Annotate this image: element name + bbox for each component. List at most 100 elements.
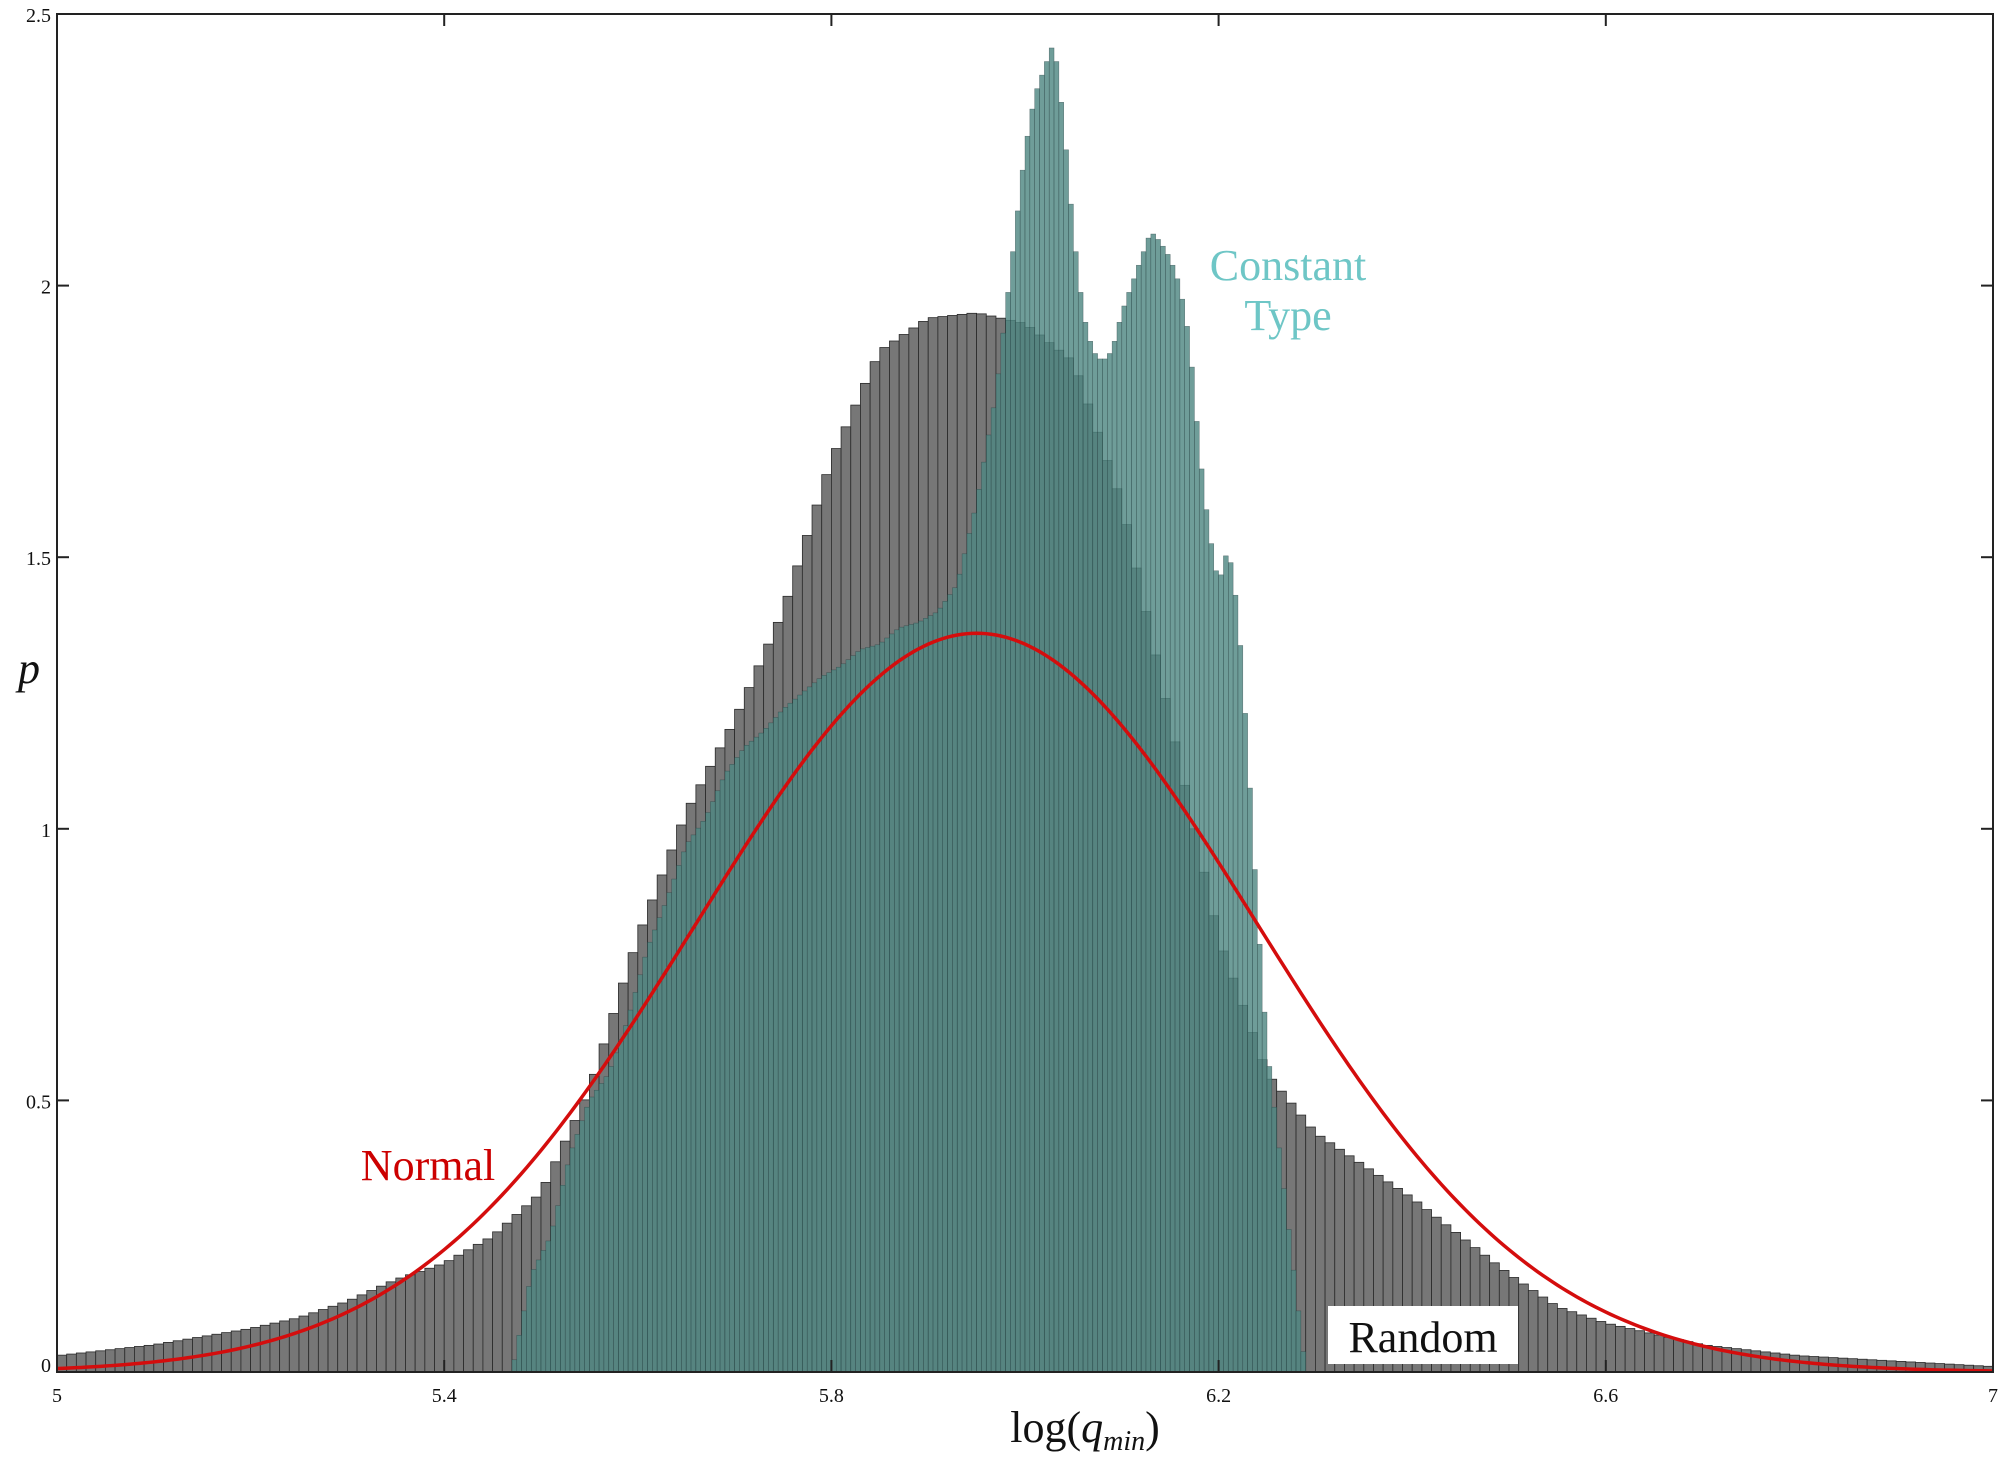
constant-type-bar xyxy=(1208,543,1215,1373)
constant-type-bar xyxy=(927,615,934,1373)
constant-type-bar xyxy=(850,655,856,1373)
random-bar xyxy=(1634,1330,1645,1373)
constant-type-bar xyxy=(569,1147,576,1373)
constant-type-bar xyxy=(1189,366,1195,1373)
constant-type-bar xyxy=(714,790,721,1373)
constant-type-bar xyxy=(889,633,895,1373)
constant-type-bar xyxy=(627,1009,634,1373)
random-bar xyxy=(385,1281,397,1373)
constant-type-bars xyxy=(511,47,1306,1373)
constant-type-bar xyxy=(1169,264,1176,1373)
constant-type-bar xyxy=(845,659,852,1373)
x-tick-label: 6.6 xyxy=(1593,1385,1618,1407)
constant-type-bar xyxy=(932,612,939,1373)
constant-type-bar xyxy=(1121,305,1127,1373)
constant-type-bar xyxy=(719,779,726,1373)
y-tick-label: 1 xyxy=(41,820,51,842)
x-tick-label: 5 xyxy=(52,1385,62,1407)
constant-type-bar xyxy=(768,722,774,1373)
constant-type-annotation-line1: Constant xyxy=(1210,241,1366,290)
constant-type-bar xyxy=(695,827,701,1373)
random-annotation-background xyxy=(1328,1306,1518,1364)
constant-type-bar xyxy=(782,707,789,1373)
constant-type-bar xyxy=(705,812,711,1373)
constant-type-bar xyxy=(550,1225,556,1373)
y-tick-label: 0 xyxy=(41,1355,51,1377)
constant-type-bar xyxy=(763,728,769,1373)
random-bar xyxy=(1886,1360,1897,1373)
constant-type-bar xyxy=(545,1240,551,1373)
random-bar xyxy=(1305,1126,1316,1373)
random-bar xyxy=(472,1243,484,1373)
constant-type-bar xyxy=(976,489,982,1373)
constant-type-bar xyxy=(990,407,997,1373)
constant-type-bar xyxy=(1228,562,1234,1373)
constant-type-bar xyxy=(942,601,948,1373)
random-bar xyxy=(1595,1321,1607,1373)
x-tick-label: 5.4 xyxy=(432,1385,457,1407)
random-bar xyxy=(163,1342,174,1373)
constant-type-bar xyxy=(1257,943,1263,1373)
constant-type-bar xyxy=(690,834,697,1373)
random-bar xyxy=(395,1277,406,1373)
constant-type-bar xyxy=(1053,61,1060,1373)
constant-type-bar xyxy=(1015,210,1021,1373)
constant-type-bar xyxy=(1024,135,1031,1373)
random-bar xyxy=(1527,1290,1539,1373)
constant-type-bar xyxy=(574,1134,580,1373)
constant-type-bar xyxy=(734,757,740,1373)
constant-type-bar xyxy=(521,1310,527,1373)
constant-type-bar xyxy=(802,690,808,1373)
random-bar xyxy=(240,1328,251,1373)
constant-type-bar xyxy=(874,644,881,1373)
x-axis-label-prefix: log( xyxy=(1010,1403,1081,1452)
constant-type-bar xyxy=(613,1052,619,1373)
constant-type-bar xyxy=(1203,509,1210,1373)
constant-type-bar xyxy=(1140,251,1147,1373)
y-axis-label: p xyxy=(15,644,40,693)
random-bar xyxy=(1547,1303,1558,1373)
random-bar xyxy=(1663,1336,1674,1373)
random-bar xyxy=(1615,1325,1626,1373)
constant-type-bar xyxy=(913,622,919,1373)
random-bar xyxy=(1315,1135,1326,1373)
constant-type-bar xyxy=(1087,341,1094,1373)
random-bar xyxy=(124,1347,135,1373)
constant-type-bar xyxy=(608,1066,614,1373)
constant-type-bar xyxy=(603,1076,610,1373)
constant-type-bar xyxy=(535,1259,542,1373)
constant-type-bar xyxy=(1276,1147,1282,1373)
constant-type-bar xyxy=(1213,570,1219,1373)
random-bar xyxy=(1789,1354,1800,1373)
constant-type-bar xyxy=(1155,239,1161,1373)
random-bar xyxy=(172,1340,184,1373)
random-bar xyxy=(1537,1296,1549,1373)
normal-curve xyxy=(56,631,1994,1373)
constant-type-bar xyxy=(831,669,837,1373)
constant-type-bar xyxy=(1131,278,1137,1373)
random-bar xyxy=(308,1312,319,1373)
constant-type-bar xyxy=(1048,47,1055,1373)
constant-type-bar xyxy=(937,607,943,1373)
random-bar xyxy=(85,1351,97,1373)
random-bar xyxy=(453,1254,464,1373)
constant-type-bar xyxy=(618,1039,624,1373)
random-bar xyxy=(1750,1350,1762,1373)
constant-type-bar xyxy=(908,624,914,1373)
random-bar xyxy=(143,1344,155,1373)
constant-type-bar xyxy=(1005,292,1011,1373)
constant-type-bar xyxy=(903,625,910,1373)
random-bar xyxy=(1779,1353,1791,1373)
constant-type-bar xyxy=(952,587,958,1373)
constant-type-bar xyxy=(821,675,827,1373)
constant-type-bar xyxy=(589,1096,595,1373)
random-bar xyxy=(1605,1323,1616,1373)
random-bar xyxy=(250,1327,261,1373)
random-bar xyxy=(376,1285,387,1373)
random-bar xyxy=(298,1315,310,1373)
constant-type-bar xyxy=(981,461,987,1373)
constant-type-bar xyxy=(1102,358,1108,1373)
constant-type-bar xyxy=(1126,292,1132,1373)
constant-type-bar xyxy=(792,698,798,1373)
